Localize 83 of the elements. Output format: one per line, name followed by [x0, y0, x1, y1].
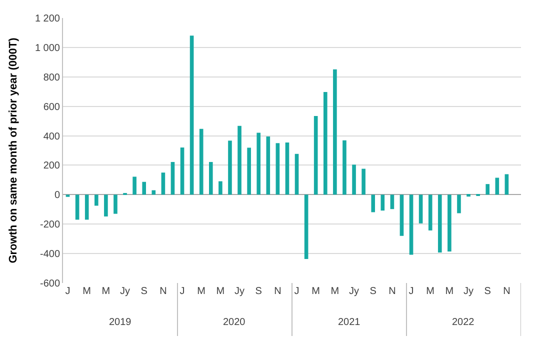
- x-tick-label: M: [330, 286, 340, 297]
- bar: [247, 148, 251, 195]
- x-tick-label: M: [102, 286, 110, 297]
- bar: [142, 182, 146, 195]
- bar: [161, 172, 166, 195]
- bar: [380, 194, 385, 211]
- bar: [323, 92, 328, 195]
- x-tick-label: M: [82, 286, 92, 297]
- bar: [132, 176, 136, 195]
- bar: [400, 194, 404, 236]
- x-tick-label: N: [274, 286, 282, 297]
- x-tick-label: S: [484, 286, 492, 297]
- x-tick-label: M: [216, 286, 225, 297]
- bar: [238, 126, 242, 195]
- text: 2021: [338, 317, 361, 328]
- x-tick-label: J: [294, 286, 300, 297]
- bar: [342, 140, 346, 195]
- x-tick-label: S: [255, 286, 262, 297]
- bar: [457, 194, 461, 214]
- y-tick-label: -400: [40, 249, 60, 260]
- bar: [504, 174, 509, 195]
- bar: [266, 136, 270, 195]
- bar: [294, 154, 299, 195]
- x-tick-label: M: [312, 286, 320, 297]
- y-tick-label: 1 200: [34, 14, 60, 24]
- bar: [390, 194, 394, 210]
- bar: [285, 142, 290, 195]
- bar: [170, 162, 175, 195]
- bar: [304, 194, 308, 259]
- bar: [466, 194, 470, 197]
- bar: [114, 194, 118, 214]
- bar: [180, 148, 184, 195]
- x-tick-label: M: [426, 286, 435, 297]
- bar: [84, 194, 89, 220]
- bar: [314, 116, 318, 195]
- bar: [486, 184, 490, 195]
- bar: [333, 69, 337, 195]
- bar: [409, 194, 414, 255]
- bar: [418, 194, 423, 224]
- bar: [75, 194, 80, 220]
- y-tick-label: 200: [43, 160, 60, 172]
- y-tick-label: 400: [43, 131, 60, 142]
- x-tick-label: N: [160, 286, 167, 297]
- bar: [448, 194, 452, 252]
- bar: [94, 194, 98, 206]
- x-tick-label: S: [140, 286, 148, 297]
- bar: [199, 128, 204, 195]
- x-tick-label: J: [180, 286, 185, 297]
- x-tick-label: Jy: [464, 286, 474, 297]
- y-tick-label: 0: [54, 190, 60, 202]
- bar: [218, 181, 222, 195]
- x-tick-label: J: [408, 286, 414, 297]
- bar: [438, 194, 442, 253]
- bar: [428, 194, 432, 230]
- x-tick-label: Jy: [234, 286, 245, 297]
- x-tick-label: M: [197, 286, 206, 297]
- y-tick-label: 1 000: [34, 42, 60, 54]
- bar: [190, 36, 194, 195]
- x-tick-label: N: [503, 286, 510, 297]
- bar: [362, 168, 366, 195]
- y-tick-label: 600: [43, 102, 60, 113]
- bar: [256, 132, 261, 195]
- bar: [276, 143, 280, 195]
- text: 2020: [223, 317, 246, 328]
- x-tick-label: M: [445, 286, 454, 297]
- bar: [228, 140, 232, 195]
- text: 2022: [452, 317, 475, 328]
- bar: [104, 194, 108, 216]
- bar: [371, 194, 376, 212]
- x-tick-label: J: [65, 286, 70, 297]
- text: 2019: [109, 317, 132, 328]
- y-axis-title: Growth on same month of prior year (000T): [8, 37, 20, 264]
- y-tick-label: 800: [43, 72, 60, 84]
- x-tick-label: Jy: [120, 286, 130, 297]
- x-tick-label: N: [388, 286, 396, 297]
- bar: [352, 164, 356, 195]
- bar: [208, 162, 213, 195]
- bar: [495, 178, 500, 195]
- y-tick-label: -200: [40, 220, 60, 231]
- x-tick-label: Jy: [349, 286, 360, 297]
- y-tick-label: -600: [40, 278, 60, 290]
- bar: [152, 190, 156, 195]
- x-tick-label: S: [370, 286, 377, 297]
